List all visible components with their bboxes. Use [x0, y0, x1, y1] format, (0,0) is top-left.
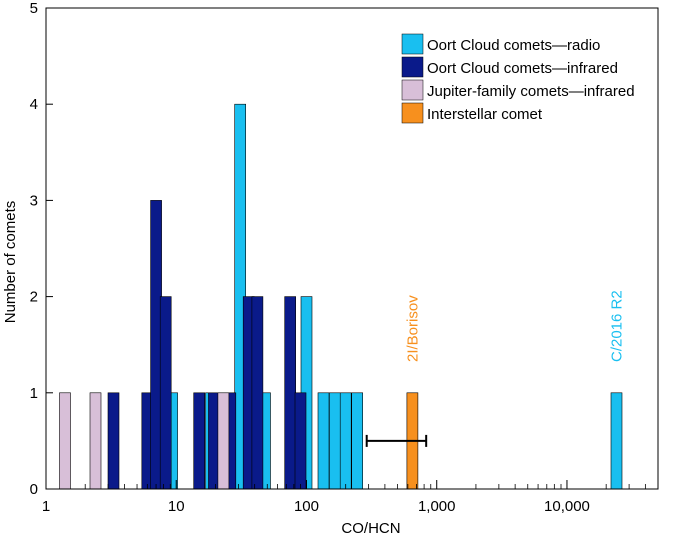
y-tick-label: 1	[30, 385, 38, 402]
bar-oort_infrared-9	[284, 296, 297, 490]
y-tick-label: 3	[30, 192, 38, 209]
bar-jfc_infrared-2	[217, 392, 230, 490]
bar-oort_radio-8	[351, 392, 364, 490]
bar-oort_radio-5	[317, 392, 330, 490]
legend-label-interstellar: Interstellar comet	[427, 106, 543, 123]
legend: Oort Cloud comets—radio Oort Cloud comets…	[401, 33, 635, 124]
legend-label-oort_infrared: Oort Cloud comets—infrared	[427, 60, 618, 77]
bar-oort_radio-7	[339, 392, 352, 490]
legend-swatch-jfc_infrared	[401, 79, 424, 101]
bar-jfc_infrared-1	[89, 392, 102, 490]
y-tick-label: 2	[30, 289, 38, 306]
bar-oort_infrared-4	[193, 392, 205, 490]
annotation-label-1: C/2016 R2	[609, 290, 626, 362]
legend-label-oort_radio: Oort Cloud comets—radio	[427, 37, 600, 54]
plot-frame	[45, 7, 659, 490]
legend-label-jfc_infrared: Jupiter-family comets—infrared	[427, 83, 635, 100]
bar-oort_radio-6	[328, 392, 341, 490]
legend-swatch-interstellar	[401, 102, 424, 124]
x-tick-label: 100	[294, 498, 319, 515]
y-axis-label: Number of comets	[2, 201, 19, 324]
bar-jfc_infrared-0	[59, 392, 71, 490]
x-axis-label: CO/HCN	[341, 520, 400, 537]
annotation-layer: 2I/Borisov C/2016 R2	[404, 290, 625, 362]
y-tick-label: 5	[30, 0, 38, 17]
x-tick-label: 1,000	[418, 498, 456, 515]
legend-swatch-oort_infrared	[401, 56, 424, 78]
bar-oort_infrared-0	[107, 392, 120, 490]
x-tick-label: 10	[168, 498, 185, 515]
x-tick-label: 1	[42, 498, 50, 515]
bar-oort_radio-9	[610, 392, 623, 490]
x-tick-label: 10,000	[544, 498, 590, 515]
error-bar-0	[365, 434, 428, 447]
annotation-label-0: 2I/Borisov	[404, 295, 421, 362]
bar-oort_infrared-8	[251, 296, 264, 490]
bars-layer	[59, 103, 623, 490]
y-tick-label: 4	[30, 96, 38, 113]
legend-swatch-oort_radio	[401, 33, 424, 55]
bar-oort_infrared-3	[159, 296, 172, 490]
bar-oort_infrared-10	[294, 392, 307, 490]
y-tick-label: 0	[30, 481, 38, 498]
